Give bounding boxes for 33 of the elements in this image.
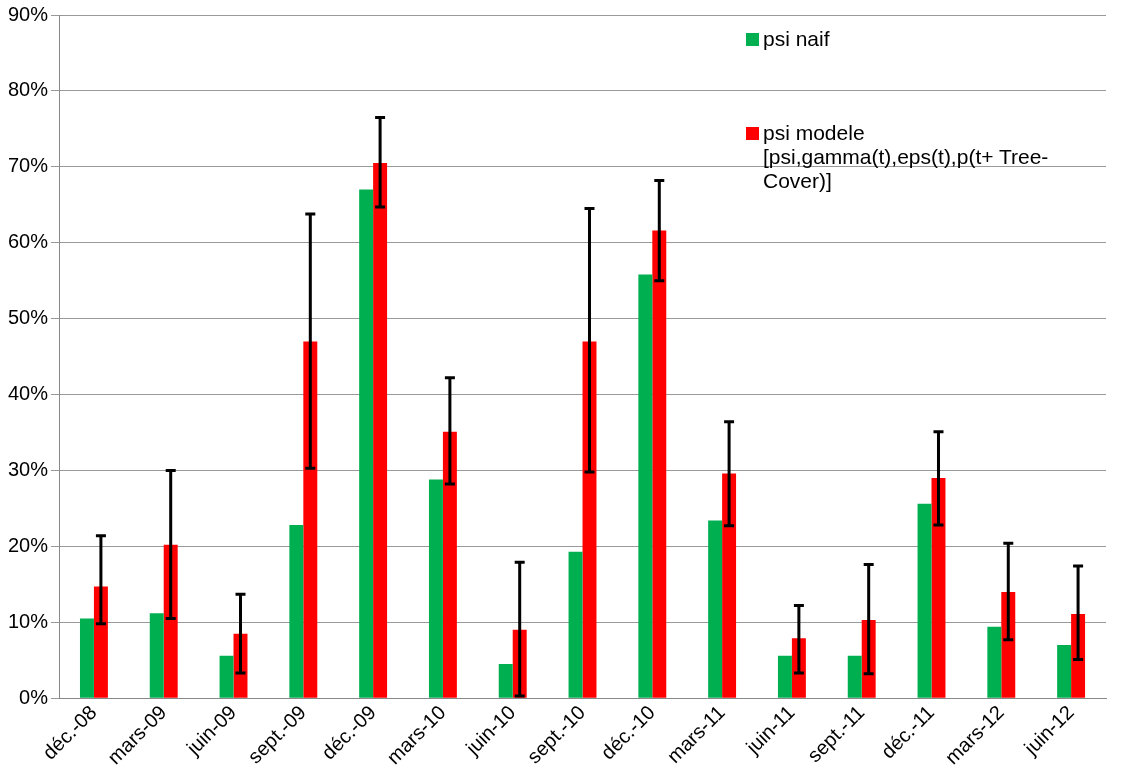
y-tick-label: 40% [8, 382, 49, 405]
bar [498, 664, 513, 698]
y-tick-label: 60% [8, 230, 49, 253]
bar [987, 626, 1002, 698]
y-tick-label: 90% [8, 2, 49, 25]
y-tick-label: 0% [19, 685, 49, 708]
bar [79, 618, 94, 698]
legend-label: psi naif [763, 27, 830, 51]
legend-label: psi modele [psi,gamma(t),eps(t),p(t+ Tree-Cover)] [763, 121, 1050, 193]
bar [1057, 645, 1072, 698]
y-tick-label: 80% [8, 78, 49, 101]
bar [917, 503, 932, 698]
bar [373, 163, 388, 698]
bar [289, 525, 304, 698]
y-tick-label: 20% [8, 533, 49, 556]
bar [303, 341, 318, 698]
bar [652, 230, 667, 698]
bar [722, 473, 737, 698]
bar [219, 655, 234, 698]
bar [442, 431, 457, 698]
bar [847, 655, 862, 698]
y-tick-label: 30% [8, 457, 49, 480]
bar [638, 274, 653, 698]
bar [359, 189, 374, 698]
bar [93, 586, 108, 698]
y-tick-label: 70% [8, 154, 49, 177]
bar [428, 479, 443, 698]
y-tick-label: 50% [8, 306, 49, 329]
bar [568, 551, 583, 698]
bar [777, 655, 792, 698]
bar [708, 520, 723, 698]
y-tick-label: 10% [8, 609, 49, 632]
bar [149, 613, 164, 698]
